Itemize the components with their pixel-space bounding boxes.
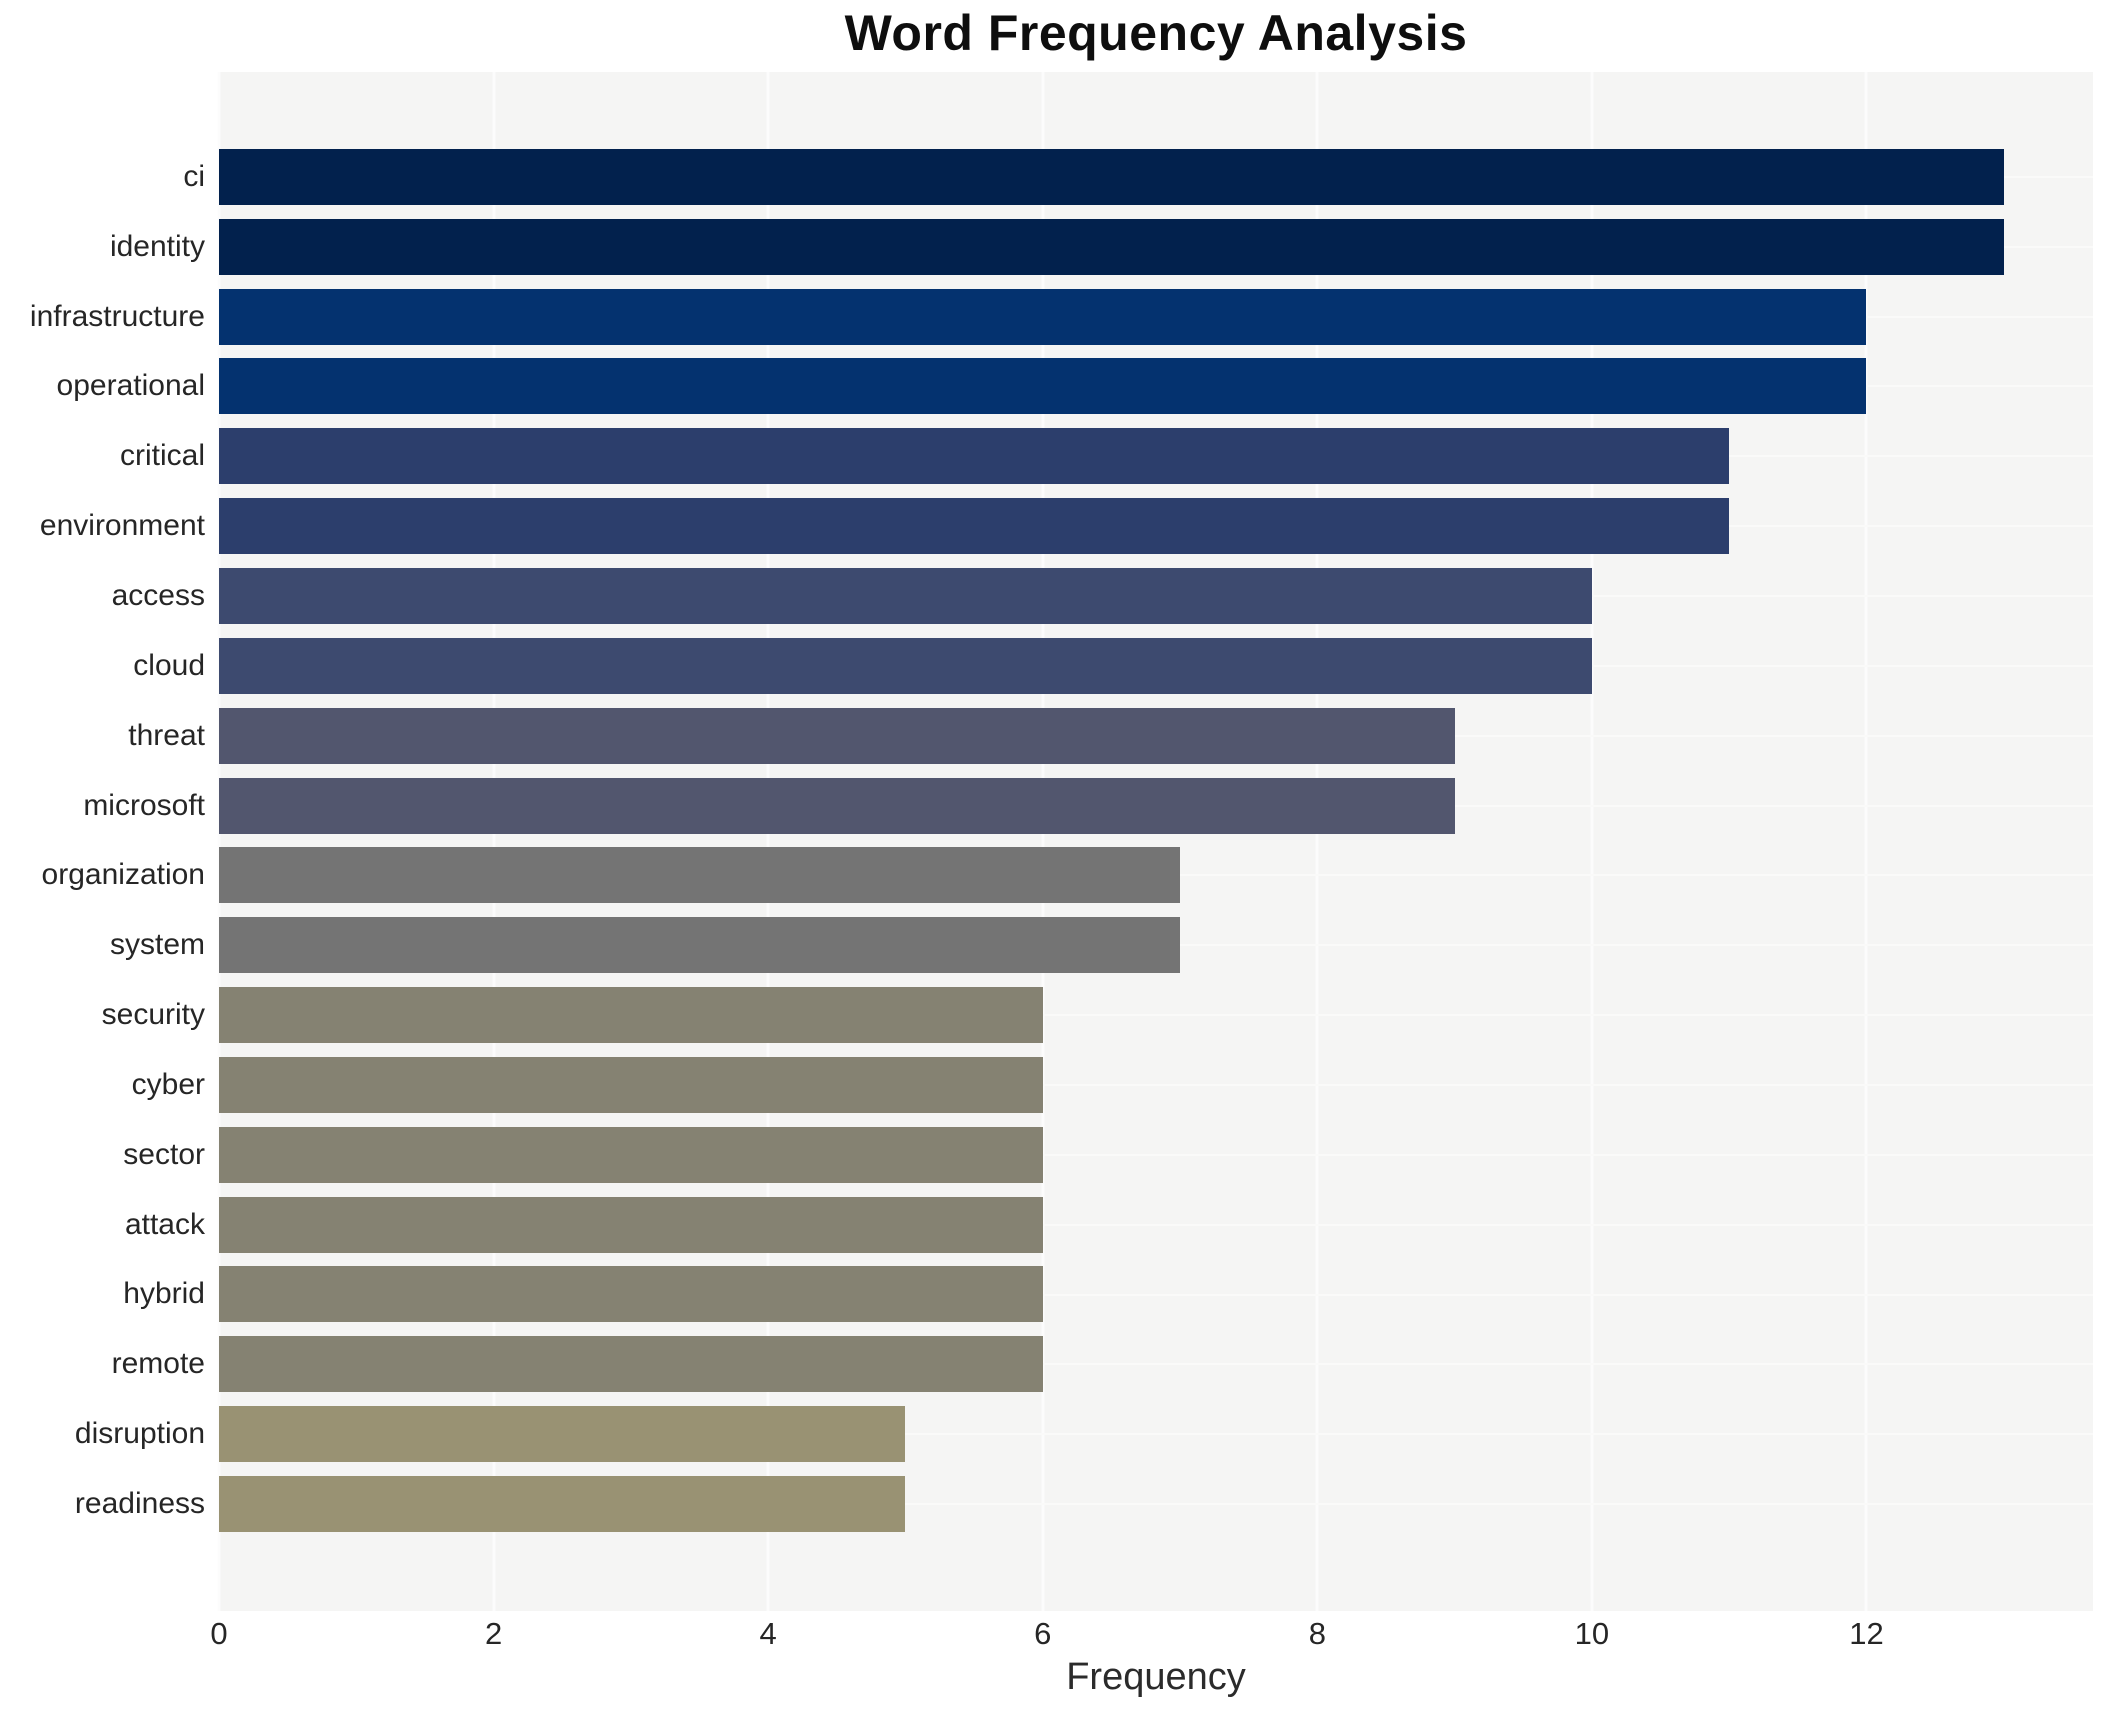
y-tick-label: critical xyxy=(119,439,205,473)
bar xyxy=(219,218,2004,275)
bar-row xyxy=(219,561,2093,631)
x-tick-label: 12 xyxy=(1849,1616,1884,1651)
y-tick-label: disruption xyxy=(74,1417,205,1451)
bar-row xyxy=(219,1469,2093,1539)
y-tick-label: access xyxy=(111,578,205,612)
grid-line-horizontal xyxy=(219,1503,2093,1506)
y-axis-labels: ci identity infrastructure operational criti… xyxy=(0,72,205,1611)
bar xyxy=(219,987,1043,1044)
bar-row xyxy=(219,631,2093,701)
bar xyxy=(219,1475,906,1532)
bar xyxy=(219,358,1867,415)
y-tick-label: operational xyxy=(56,369,205,403)
bar xyxy=(219,1126,1043,1183)
bar xyxy=(219,1336,1043,1393)
bar xyxy=(219,1056,1043,1113)
y-tick-label: readiness xyxy=(74,1486,205,1520)
y-tick-label: sector xyxy=(123,1137,205,1171)
x-tick-label: 10 xyxy=(1574,1616,1610,1651)
y-tick-label: threat xyxy=(128,718,205,752)
bar-row xyxy=(219,1120,2093,1190)
y-tick-label: ci xyxy=(183,159,205,193)
x-tick-label: 8 xyxy=(1308,1616,1326,1651)
grid-line-horizontal xyxy=(219,1433,2093,1436)
bar xyxy=(219,707,1455,764)
bar xyxy=(219,777,1455,834)
plot-area xyxy=(217,72,2093,1611)
bar-row xyxy=(219,840,2093,910)
bar-row xyxy=(219,910,2093,980)
bar-row xyxy=(219,1190,2093,1260)
y-tick-label: cloud xyxy=(133,648,205,682)
bar-row xyxy=(219,421,2093,491)
grid-line-vertical xyxy=(1315,72,1319,1611)
y-tick-label: environment xyxy=(39,509,205,543)
x-axis-ticks: 0 2 4 6 8 10 12 xyxy=(210,1616,2093,1656)
bar xyxy=(219,1266,1043,1323)
y-tick-label: remote xyxy=(111,1347,205,1381)
bar-row xyxy=(219,1260,2093,1330)
x-tick-label: 6 xyxy=(1034,1616,1052,1651)
bar-row xyxy=(219,352,2093,422)
grid-line-horizontal xyxy=(219,1083,2093,1086)
bar-row xyxy=(219,701,2093,771)
grid-line-vertical xyxy=(1590,72,1594,1611)
y-tick-label: attack xyxy=(124,1207,205,1241)
bar xyxy=(219,428,1730,485)
bar xyxy=(219,1196,1043,1253)
bar xyxy=(219,637,1592,694)
bar-row xyxy=(219,1050,2093,1120)
grid-line-vertical xyxy=(766,72,770,1611)
grid-line-vertical xyxy=(217,72,221,1611)
bar-row xyxy=(219,212,2093,282)
grid-line-horizontal xyxy=(219,1293,2093,1296)
bar xyxy=(219,567,1592,624)
grid-line-horizontal xyxy=(219,1223,2093,1226)
bar xyxy=(219,917,1181,974)
x-tick-label: 2 xyxy=(484,1616,503,1651)
grid-line-vertical xyxy=(492,72,496,1611)
grid-line-vertical xyxy=(1864,72,1868,1611)
x-axis-label: Frequency xyxy=(1066,1656,1246,1698)
bar xyxy=(219,847,1181,904)
bar-row xyxy=(219,491,2093,561)
bar-row xyxy=(219,142,2093,212)
y-tick-label: infrastructure xyxy=(29,299,205,333)
y-tick-label: security xyxy=(101,998,205,1032)
x-tick-label: 4 xyxy=(759,1616,777,1651)
grid-line-horizontal xyxy=(219,1014,2093,1017)
y-tick-label: identity xyxy=(109,229,205,263)
bars-container xyxy=(219,72,2093,1611)
bar xyxy=(219,288,1867,345)
y-tick-label: cyber xyxy=(131,1067,205,1101)
bar xyxy=(219,1406,906,1463)
y-tick-label: hybrid xyxy=(123,1277,205,1311)
bar xyxy=(219,498,1730,555)
bar-row xyxy=(219,282,2093,352)
grid-line-vertical xyxy=(1041,72,1045,1611)
bar-row xyxy=(219,771,2093,841)
y-tick-label: system xyxy=(109,928,205,962)
y-tick-label: organization xyxy=(41,858,205,892)
grid-line-horizontal xyxy=(219,1363,2093,1366)
bar-row xyxy=(219,1329,2093,1399)
x-tick-label: 0 xyxy=(210,1616,228,1651)
y-tick-label: microsoft xyxy=(83,788,205,822)
bar-row xyxy=(219,980,2093,1050)
chart-title: Word Frequency Analysis xyxy=(844,5,1468,61)
bar-row xyxy=(219,1399,2093,1469)
bar xyxy=(219,148,2004,205)
grid-line-horizontal xyxy=(219,1153,2093,1156)
